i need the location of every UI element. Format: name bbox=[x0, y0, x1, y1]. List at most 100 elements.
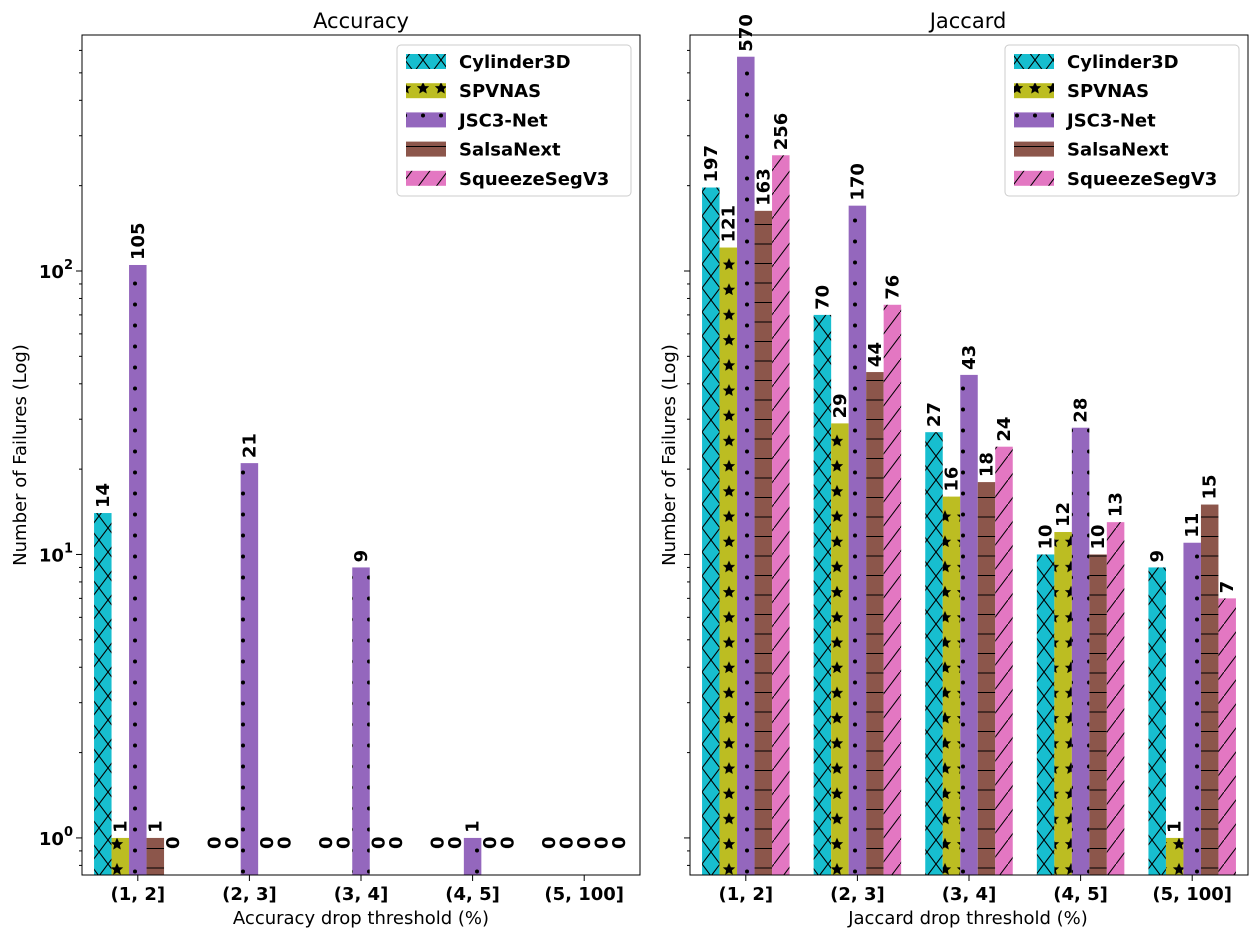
jaccard-bar-cylinder3d-4 bbox=[1148, 567, 1166, 875]
accuracy-y-ticks: 100 101 102 bbox=[39, 49, 82, 866]
accuracy-axes-frame bbox=[81, 34, 641, 876]
jaccard-value-label-jsc3-net-4: 11 bbox=[1182, 513, 1203, 538]
jaccard-x-axis-label: Jaccard drop threshold (%) bbox=[847, 908, 1088, 929]
jaccard-bars bbox=[702, 56, 1236, 876]
jaccard-panel: Jaccard Jaccard drop threshold (%) Numbe… bbox=[659, 9, 1249, 929]
jaccard-value-label-jsc3-net-3: 28 bbox=[1071, 398, 1092, 423]
jaccard-bar-squeezesegv3-0 bbox=[772, 155, 790, 876]
jaccard-bar-jsc3-net-1 bbox=[848, 205, 867, 876]
jaccard-bar-squeezesegv3-1 bbox=[883, 304, 902, 876]
jaccard-y-ticks bbox=[684, 49, 690, 866]
accuracy-value-label-cylinder3d-0: 14 bbox=[93, 483, 114, 508]
accuracy-value-label-spvnas-2: 0 bbox=[334, 836, 355, 849]
jaccard-axes-frame bbox=[689, 34, 1249, 876]
jaccard-value-label-jsc3-net-2: 43 bbox=[959, 345, 980, 370]
jaccard-value-label-cylinder3d-0: 197 bbox=[701, 145, 722, 183]
jaccard-value-label-squeezesegv3-3: 13 bbox=[1106, 492, 1127, 517]
accuracy-value-label-cylinder3d-2: 0 bbox=[316, 836, 337, 849]
accuracy-bar-jsc3-net-2 bbox=[352, 567, 370, 875]
accuracy-legend-frame bbox=[396, 44, 632, 197]
legend-swatch-squeezesegv3 bbox=[1014, 170, 1054, 186]
accuracy-x-tick-label-2: (3, 4] bbox=[334, 884, 389, 905]
legend-swatch-jsc3-net bbox=[406, 112, 446, 128]
jaccard-bar-salsanext-3 bbox=[1089, 554, 1107, 875]
accuracy-bar-jsc3-net-3 bbox=[463, 837, 482, 875]
jaccard-value-label-cylinder3d-3: 10 bbox=[1036, 524, 1057, 549]
accuracy-value-label-cylinder3d-3: 0 bbox=[428, 836, 449, 849]
jaccard-value-label-squeezesegv3-4: 7 bbox=[1217, 581, 1238, 594]
jaccard-value-label-cylinder3d-1: 70 bbox=[812, 285, 833, 310]
jaccard-bar-squeezesegv3-3 bbox=[1106, 522, 1125, 875]
legend-label-jsc3-net: JSC3-Net bbox=[457, 110, 548, 131]
legend-swatch-spvnas bbox=[1014, 83, 1054, 99]
accuracy-value-label-jsc3-net-4: 0 bbox=[574, 836, 595, 849]
accuracy-value-label-jsc3-net-3: 1 bbox=[463, 820, 484, 833]
accuracy-value-label-salsanext-3: 0 bbox=[480, 836, 501, 849]
accuracy-value-label-cylinder3d-1: 0 bbox=[204, 836, 225, 849]
accuracy-y-tick-label-0: 100 bbox=[39, 825, 73, 850]
accuracy-x-tick-label-4: (5, 100] bbox=[544, 884, 624, 905]
jaccard-value-label-squeezesegv3-0: 256 bbox=[771, 113, 792, 151]
accuracy-bar-jsc3-net-1 bbox=[240, 463, 259, 875]
accuracy-chart-title: Accuracy bbox=[313, 9, 409, 33]
jaccard-bar-jsc3-net-3 bbox=[1071, 427, 1090, 875]
accuracy-value-label-squeezesegv3-2: 0 bbox=[386, 836, 407, 849]
accuracy-value-label-squeezesegv3-1: 0 bbox=[274, 836, 295, 849]
accuracy-bar-cylinder3d-0 bbox=[94, 513, 112, 875]
jaccard-value-label-squeezesegv3-1: 76 bbox=[882, 275, 903, 300]
accuracy-value-label-spvnas-0: 1 bbox=[110, 820, 131, 833]
jaccard-x-tick-label-3: (4, 5] bbox=[1053, 884, 1108, 905]
legend-swatch-cylinder3d bbox=[1014, 54, 1054, 69]
jaccard-value-label-spvnas-0: 121 bbox=[718, 205, 739, 243]
legend-label-cylinder3d: Cylinder3D bbox=[459, 52, 571, 73]
legend-swatch-cylinder3d bbox=[406, 54, 446, 69]
jaccard-bar-jsc3-net-4 bbox=[1183, 542, 1201, 875]
jaccard-bar-squeezesegv3-4 bbox=[1218, 598, 1236, 875]
legend-label-spvnas: SPVNAS bbox=[1067, 81, 1149, 102]
jaccard-x-tick-label-0: (1, 2] bbox=[718, 884, 773, 905]
jaccard-value-label-jsc3-net-1: 170 bbox=[847, 163, 868, 201]
jaccard-value-label-salsanext-0: 163 bbox=[753, 168, 774, 206]
jaccard-value-label-cylinder3d-2: 27 bbox=[924, 402, 945, 427]
accuracy-panel: Accuracy Accuracy drop threshold (%) Num… bbox=[10, 9, 641, 929]
jaccard-bar-cylinder3d-0 bbox=[702, 187, 720, 875]
accuracy-bar-jsc3-net-0 bbox=[129, 264, 147, 875]
jaccard-bar-spvnas-3 bbox=[1054, 532, 1072, 875]
accuracy-value-label-cylinder3d-4: 0 bbox=[539, 836, 560, 849]
legend-swatch-jsc3-net bbox=[1014, 112, 1054, 128]
legend-swatch-salsanext bbox=[1014, 141, 1054, 157]
jaccard-value-label-squeezesegv3-2: 24 bbox=[994, 417, 1015, 442]
accuracy-value-label-salsanext-0: 1 bbox=[145, 820, 166, 833]
accuracy-bars bbox=[94, 264, 482, 875]
jaccard-bar-salsanext-1 bbox=[866, 372, 884, 875]
jaccard-value-label-spvnas-3: 12 bbox=[1053, 502, 1074, 527]
accuracy-value-label-jsc3-net-2: 9 bbox=[351, 550, 372, 563]
accuracy-y-tick-label-1: 101 bbox=[39, 541, 73, 566]
jaccard-bar-spvnas-1 bbox=[831, 423, 849, 875]
jaccard-value-label-spvnas-2: 16 bbox=[942, 467, 963, 492]
jaccard-legend: Cylinder3D SPVNAS JSC3-Net SalsaNext Squeeze… bbox=[1004, 44, 1240, 197]
jaccard-bar-spvnas-2 bbox=[942, 496, 961, 875]
accuracy-value-label-salsanext-4: 0 bbox=[592, 836, 613, 849]
accuracy-value-label-squeezesegv3-0: 0 bbox=[163, 836, 184, 849]
jaccard-bar-jsc3-net-0 bbox=[737, 56, 755, 875]
accuracy-y-tick-label-2: 102 bbox=[39, 258, 73, 283]
jaccard-value-label-spvnas-4: 1 bbox=[1165, 820, 1186, 833]
jaccard-bar-cylinder3d-2 bbox=[925, 432, 943, 875]
jaccard-x-ticks: (1, 2] (2, 3] (3, 4] (4, 5] (5, 100] bbox=[718, 875, 1232, 905]
jaccard-bar-jsc3-net-2 bbox=[960, 374, 978, 875]
accuracy-x-tick-label-1: (2, 3] bbox=[222, 884, 277, 905]
legend-label-salsanext: SalsaNext bbox=[459, 140, 561, 161]
jaccard-bar-spvnas-4 bbox=[1165, 837, 1184, 875]
accuracy-value-label-spvnas-4: 0 bbox=[557, 836, 578, 849]
accuracy-value-label-spvnas-1: 0 bbox=[222, 836, 243, 849]
jaccard-x-tick-label-1: (2, 3] bbox=[830, 884, 885, 905]
legend-swatch-spvnas bbox=[406, 83, 446, 99]
jaccard-value-label-salsanext-4: 15 bbox=[1200, 474, 1221, 499]
accuracy-value-label-squeezesegv3-4: 0 bbox=[609, 836, 630, 849]
jaccard-value-label-salsanext-1: 44 bbox=[865, 342, 886, 367]
accuracy-legend: Cylinder3D SPVNAS JSC3-Net SalsaNext Squeeze… bbox=[396, 44, 632, 197]
accuracy-x-axis-label: Accuracy drop threshold (%) bbox=[233, 908, 489, 929]
jaccard-bar-salsanext-2 bbox=[977, 482, 996, 875]
